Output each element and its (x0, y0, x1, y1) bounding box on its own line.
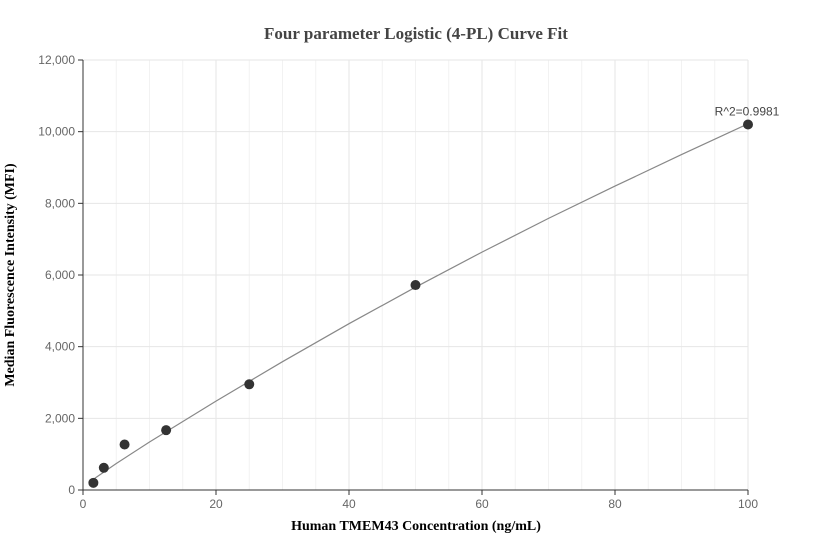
y-tick-label: 2,000 (45, 411, 75, 425)
fit-curve-line (93, 123, 749, 480)
y-tick-label: 12,000 (38, 53, 75, 67)
x-tick-label: 20 (209, 497, 223, 511)
data-points (88, 119, 753, 488)
data-point (88, 477, 99, 488)
y-axis-title: Median Fluorescence Intensity (MFI) (3, 163, 18, 387)
chart-title: Four parameter Logistic (4-PL) Curve Fit (264, 24, 568, 43)
r-squared-annotation: R^2=0.9981 (715, 105, 780, 119)
axes: 0 2,000 4,000 6,000 8,000 10,000 12,000 0 20 40 60… (38, 53, 758, 511)
y-tick-label: 8,000 (45, 196, 75, 210)
data-point (161, 425, 172, 436)
data-point (98, 462, 109, 473)
data-point (410, 280, 421, 291)
fit-curve-layer (93, 123, 749, 480)
x-tick-label: 60 (475, 497, 489, 511)
y-tick-label: 0 (68, 483, 75, 497)
data-point (119, 439, 130, 450)
y-tick-label: 4,000 (45, 340, 75, 354)
x-tick-label: 40 (342, 497, 356, 511)
y-tick-label: 6,000 (45, 268, 75, 282)
data-point (743, 119, 753, 130)
data-point (244, 379, 255, 390)
y-tick-label: 10,000 (38, 125, 75, 139)
grid (83, 59, 749, 490)
x-axis-title: Human TMEM43 Concentration (ng/mL) (291, 519, 541, 534)
x-tick-label: 80 (608, 497, 622, 511)
x-tick-label: 0 (80, 497, 87, 511)
x-tick-label: 100 (738, 497, 758, 511)
